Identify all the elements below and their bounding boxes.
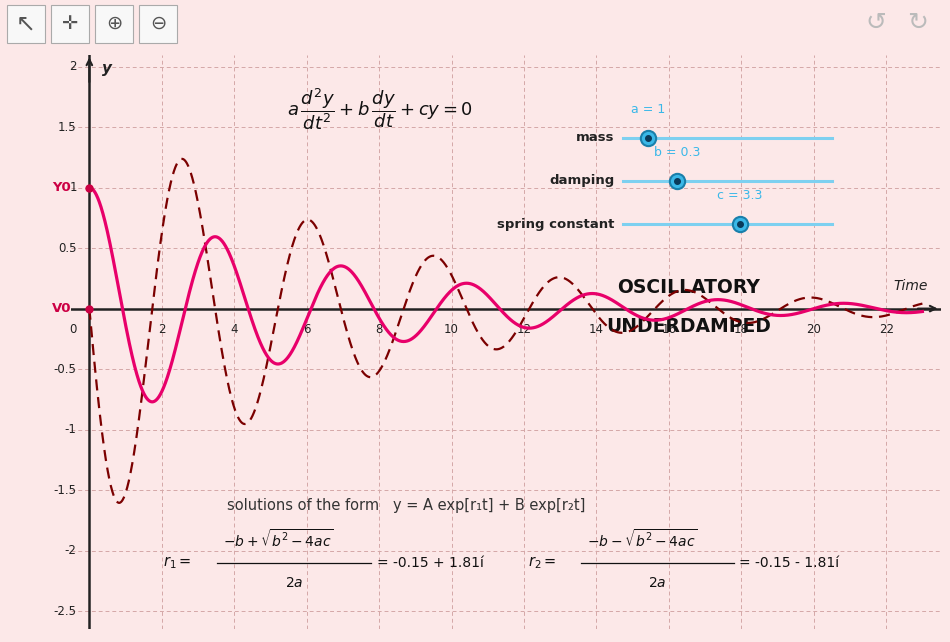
FancyBboxPatch shape <box>7 4 45 43</box>
Text: 0.5: 0.5 <box>58 241 77 255</box>
Text: y: y <box>102 60 112 76</box>
Text: -1.5: -1.5 <box>54 483 77 496</box>
Text: 22: 22 <box>879 323 894 336</box>
FancyBboxPatch shape <box>51 4 89 43</box>
Text: 8: 8 <box>375 323 383 336</box>
Text: Time: Time <box>893 279 928 293</box>
Text: = -0.15 + 1.81í: = -0.15 + 1.81í <box>377 556 484 570</box>
Text: spring constant: spring constant <box>497 218 615 230</box>
Text: $r_2=$: $r_2=$ <box>527 555 556 571</box>
Text: 16: 16 <box>661 323 676 336</box>
FancyBboxPatch shape <box>139 4 177 43</box>
Text: 2: 2 <box>69 60 77 73</box>
Text: c = 3.3: c = 3.3 <box>717 189 763 202</box>
Text: -2: -2 <box>65 544 77 557</box>
Text: ↺: ↺ <box>865 12 886 35</box>
Text: 18: 18 <box>733 323 749 336</box>
Text: 14: 14 <box>589 323 604 336</box>
Text: 4: 4 <box>231 323 238 336</box>
Text: Y0: Y0 <box>52 181 71 194</box>
Text: $r_1=$: $r_1=$ <box>162 555 191 571</box>
Text: -2.5: -2.5 <box>54 605 77 618</box>
Text: -0.5: -0.5 <box>54 363 77 376</box>
Text: V0: V0 <box>51 302 71 315</box>
Text: 1: 1 <box>69 181 77 194</box>
Text: ✛: ✛ <box>62 13 78 33</box>
Text: ⊕: ⊕ <box>105 13 123 33</box>
Text: -1: -1 <box>65 423 77 436</box>
Text: $a\,\dfrac{d^2y}{dt^2} + b\,\dfrac{dy}{dt} + cy = 0$: $a\,\dfrac{d^2y}{dt^2} + b\,\dfrac{dy}{d… <box>287 86 473 132</box>
Text: $-b - \sqrt{b^2 - 4ac}$: $-b - \sqrt{b^2 - 4ac}$ <box>587 528 697 550</box>
Text: 6: 6 <box>303 323 311 336</box>
Text: $2a$: $2a$ <box>285 577 304 590</box>
Text: 0: 0 <box>69 323 77 336</box>
Text: ↖: ↖ <box>16 12 36 35</box>
Text: b = 0.3: b = 0.3 <box>655 146 701 159</box>
Text: 12: 12 <box>517 323 531 336</box>
Text: $2a$: $2a$ <box>648 577 666 590</box>
Text: 10: 10 <box>444 323 459 336</box>
Text: a = 1: a = 1 <box>631 103 665 116</box>
Text: 20: 20 <box>807 323 821 336</box>
Text: solutions of the form   y = A exp[r₁t] + B exp[r₂t]: solutions of the form y = A exp[r₁t] + B… <box>227 498 585 513</box>
Text: 1.5: 1.5 <box>58 121 77 134</box>
Text: ⊖: ⊖ <box>150 13 166 33</box>
Text: = -0.15 - 1.81í: = -0.15 - 1.81í <box>739 556 839 570</box>
Text: OSCILLATORY: OSCILLATORY <box>617 278 760 297</box>
Text: damping: damping <box>549 175 615 187</box>
FancyBboxPatch shape <box>95 4 133 43</box>
Text: mass: mass <box>576 132 615 144</box>
Text: UNDERDAMPED: UNDERDAMPED <box>606 317 770 336</box>
Text: 2: 2 <box>158 323 165 336</box>
Text: $-b + \sqrt{b^2 - 4ac}$: $-b + \sqrt{b^2 - 4ac}$ <box>223 528 334 550</box>
Text: ↻: ↻ <box>907 12 928 35</box>
